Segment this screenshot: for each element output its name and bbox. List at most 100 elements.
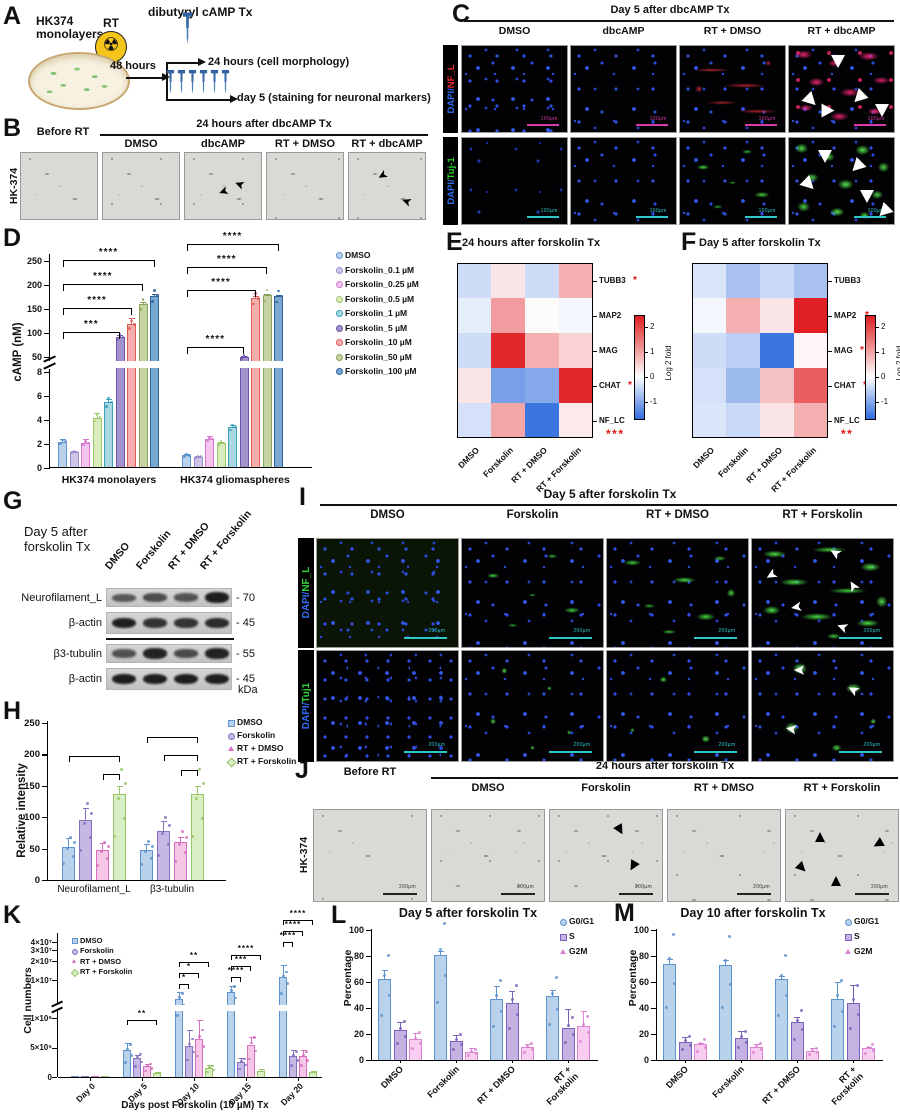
data-point [188,1042,191,1046]
error-bar [127,1043,128,1051]
tick [246,1077,247,1081]
error-bar-cap [176,991,183,993]
data-point [867,1046,870,1050]
data-point [195,796,198,800]
sig-bracket [283,931,303,933]
data-point [234,425,237,429]
bar [790,1022,804,1060]
heatmap-cell [794,333,828,368]
tick [42,817,47,819]
sig-bracket-leg [302,931,304,936]
legend-marker [72,948,78,955]
arrow-cap-icon [230,95,238,103]
bar [247,1044,255,1077]
error-bar-cap [186,1030,193,1032]
sig-label: **** [237,944,255,953]
legend-label: Forskolin_50 µM [345,351,412,362]
data-point [110,400,113,404]
data-point [117,796,120,800]
heatmap-cell [457,403,491,438]
error-bar-cap [280,965,287,967]
data-point [398,1027,402,1031]
tick-label: 100 [26,328,42,338]
tick [828,280,832,282]
error-bar [68,837,69,847]
legend-marker [70,968,80,977]
blot-band [112,617,136,629]
heatmap-cell [726,403,760,438]
data-point [82,443,85,446]
sig-bracket-leg [196,770,198,776]
tick [42,880,47,882]
data-point [587,1031,590,1035]
micrograph-c-rt-dbcamp-tuj: 100µm [788,137,895,225]
marker-label: Tuj1 [301,682,312,703]
data-point [815,1046,818,1050]
sig-bracket-leg [292,942,294,947]
data-point [202,782,205,786]
c-row2-label: DAPI/Tuj-1 [446,138,457,224]
panel-letter-a: A [3,2,22,30]
x-axis-title: Days post Forskolin (10 µM) Tx [121,1100,269,1111]
error-bar-cap [238,1057,245,1059]
scale-bar [855,892,890,895]
sig-label: ** [189,951,199,960]
error-bar-cap [82,1075,89,1077]
kda-marker: - 55 [236,647,255,660]
sig-bracket-leg [179,984,181,989]
blot-strip [106,668,232,690]
marker-label: Tuj-1 [446,157,457,180]
i-row2-strip [298,650,314,762]
data-point [167,843,170,847]
scale-bar [854,215,886,218]
error-bar-cap [580,1010,587,1012]
tick [142,1077,143,1081]
error-bar-cap [128,318,135,320]
data-point [282,974,285,978]
sig-bracket-leg [62,332,64,339]
sig-bracket [231,966,251,968]
sig-bracket-leg [62,284,64,291]
tick [298,1077,299,1081]
b-before-rt-label: Before RT [36,126,90,138]
data-point [69,835,72,839]
data-point [90,811,93,815]
data-point [499,979,502,983]
arrowhead-icon [831,54,845,68]
data-point [95,413,98,416]
sig-bracket-leg [198,973,200,978]
heatmap-cell [457,263,491,298]
arrowhead-icon [821,103,834,118]
data-point [231,423,234,426]
sig-bracket [62,260,155,262]
blot-band [143,673,167,685]
data-point [103,840,106,844]
y-axis [656,929,658,1061]
panel-letter-i: I [299,483,306,511]
tick-label: 0 [36,463,42,473]
error-bar-cap [738,1031,744,1033]
blot-band [205,648,229,659]
blot-row-label: β-actin [68,673,102,685]
data-point [672,933,675,937]
error-bar [455,1035,457,1041]
heatmap-cell [692,403,726,438]
error-bar-cap [300,1050,307,1052]
row-label: NF_LC [834,415,860,425]
bar [734,1037,748,1060]
data-point [799,1009,803,1013]
data-point [688,1043,692,1047]
tick-label: 100 [348,925,364,935]
legend-label: Forskolin [237,730,276,740]
heatmap-cell [692,263,726,298]
data-point [526,1044,529,1048]
scale-label: 100µm [867,207,885,214]
scale-bar [854,123,886,126]
micrograph-c-rt-dmso-tuj: 100µm [679,137,786,225]
scale-label: 200µm [573,628,591,635]
time-24h-label: 24 hours (cell morphology) [208,56,350,68]
scale-bar [549,637,592,640]
error-bar [303,1050,304,1057]
legend-marker [336,368,343,375]
data-point [459,1042,463,1046]
